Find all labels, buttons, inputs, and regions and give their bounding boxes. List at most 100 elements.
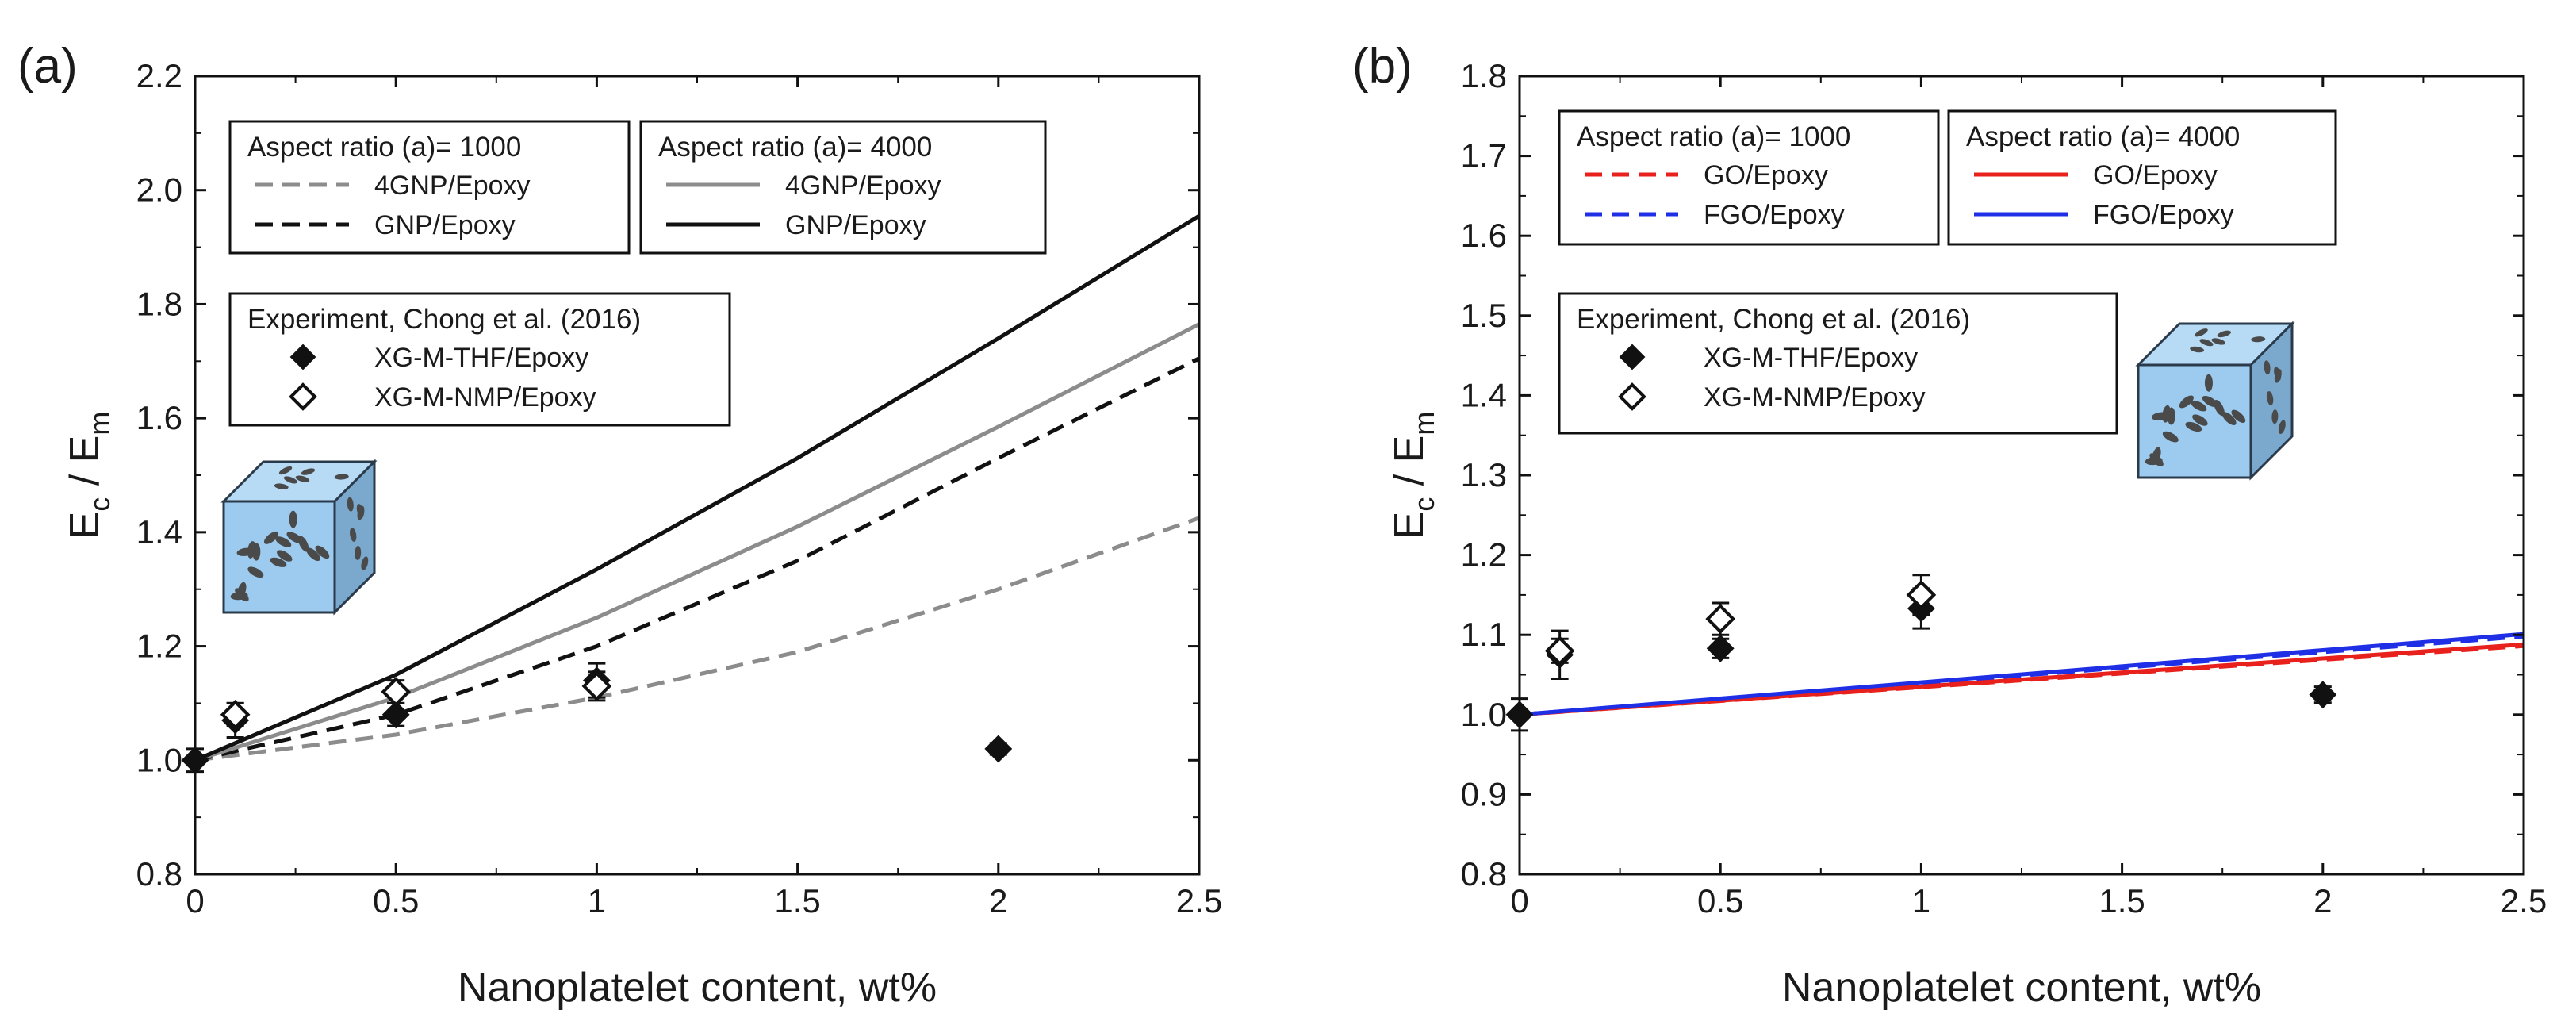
panel-b-ylabel-sub-m: m [1408, 412, 1440, 436]
panel-b-platelet [2199, 339, 2214, 347]
panel-a-legend-0: Aspect ratio (a)= 1000 4GNP/Epoxy GNP/Epox… [228, 120, 631, 255]
panel-a-series-line-0 [195, 516, 1199, 762]
panel-b-platelet [2191, 400, 2207, 412]
panel-a-platelet [283, 476, 297, 484]
panel-b-xtick-label: 1 [1912, 882, 1930, 919]
panel-b-legend-1: Aspect ratio (a)= 4000 GO/Epoxy FGO/Epoxy [1947, 109, 2337, 246]
panel-a-platelet [247, 566, 264, 578]
panel-a-platelet [306, 547, 320, 562]
panel-a-platelet [263, 531, 279, 544]
panel-a-legend-title: Aspect ratio (a)= 1000 [247, 132, 521, 163]
panel-a-platelet [297, 536, 309, 552]
panel-b-legend-2: Experiment, Chong et al. (2016) XG-M-THF/… [1558, 292, 2118, 435]
panel-b-platelet [2264, 360, 2271, 375]
panel-a-legend-entry: GNP/Epoxy [785, 210, 926, 240]
panel-a-ylabel-sub-c: c [83, 497, 116, 512]
panel-a-ytick-label: 1.2 [136, 628, 182, 665]
panel-a-legend-marker [289, 382, 317, 411]
panel-b-platelet [2211, 338, 2225, 345]
panel-b-label: (b) [1352, 39, 1413, 94]
panel-b-series-line-3 [1520, 632, 2524, 717]
panel-b-legend-box [1558, 292, 2118, 435]
panel-b-legend-title: Aspect ratio (a)= 1000 [1577, 121, 1850, 152]
panel-a-legend-entry: GNP/Epoxy [374, 210, 516, 240]
panel-a-xtick-label: 2.5 [1176, 882, 1222, 919]
panel-a-platelet [334, 474, 349, 480]
panel-a-series-line-3 [195, 213, 1199, 762]
panel-a-xtick-label: 1 [588, 882, 606, 919]
panel-b-platelet [2271, 409, 2279, 424]
panel-a-legend-entry: 4GNP/Epoxy [785, 171, 941, 201]
panel-a-ylabel-sep: / E [62, 436, 108, 497]
panel-b-cube-illustration [2135, 321, 2295, 481]
panel-a-platelet [355, 546, 362, 561]
panel-b-platelet [2214, 400, 2225, 417]
panel-a-platelet [235, 588, 249, 602]
panel-b-legend-box [1947, 109, 2337, 246]
panel-b-platelet [2195, 328, 2208, 337]
panel-b-series-group [1520, 632, 2524, 717]
panel-b-point-thf [1706, 634, 1735, 662]
panel-b-point-nmp [1705, 604, 1736, 634]
panel-a-platelet [275, 536, 292, 547]
panel-a-platelet [347, 497, 354, 512]
panel-a-legend-box [228, 120, 631, 255]
panel-b-ytick-label: 1.8 [1461, 57, 1507, 94]
panel-b-point-nmp [1544, 635, 1575, 666]
panel-a-legend-box [639, 120, 1047, 255]
panel-b-ylabel-e: E [1386, 512, 1432, 539]
panel-b-ytick-label: 0.9 [1461, 775, 1507, 812]
panel-b-platelet [2204, 374, 2213, 392]
panel-a-legend-title: Aspect ratio (a)= 4000 [658, 132, 932, 163]
panel-b-group: (b) 0 0.5 1 1.5 2 2.5 0.8 0.9 1.0 1.1 1.2 1.3 1.4 1.5 1… [1352, 39, 2547, 1011]
panel-a-legend-entry: XG-M-NMP/Epoxy [374, 382, 596, 413]
panel-a-cube-illustration [220, 459, 378, 616]
panel-b-ytick-label: 1.2 [1461, 536, 1507, 574]
panel-b-ytick-label: 1.6 [1461, 217, 1507, 254]
panel-a-xtick-label: 0.5 [373, 882, 419, 919]
panel-b-legend-entry: FGO/Epoxy [2093, 200, 2234, 230]
panel-a-platelet [277, 550, 293, 562]
panel-a-ytick-label: 1.4 [136, 513, 182, 551]
panel-a-platelet [247, 541, 256, 559]
panel-a-point-nmp [581, 671, 612, 701]
panel-b-xtick-label: 2 [2313, 882, 2332, 919]
panel-b-ytick-label: 1.4 [1461, 376, 1507, 413]
panel-a-yaxis-title: Ec / Em [62, 412, 116, 539]
panel-a-platelet [274, 483, 289, 489]
panel-a-xaxis-title: Nanoplatelet content, wt% [458, 965, 937, 1011]
panel-b-legend-marker [1619, 344, 1646, 370]
panel-a-platelet [315, 545, 330, 559]
panel-b-platelet [2251, 336, 2266, 343]
panel-b-platelet [2185, 421, 2202, 432]
panel-a-platelet [349, 528, 357, 542]
panel-a-platelet [301, 468, 316, 475]
panel-a-platelet [289, 510, 297, 528]
panel-b-xtick-label: 0 [1510, 882, 1528, 919]
panel-b-legend-0: Aspect ratio (a)= 1000 GO/Epoxy FGO/Epoxy [1558, 109, 1940, 246]
panel-b-legend-marker [1618, 382, 1646, 411]
panel-b-ylabel-sep: / E [1386, 436, 1432, 497]
panel-a-legend-entry: 4GNP/Epoxy [374, 171, 531, 201]
panel-a-point-nmp [220, 699, 251, 730]
panel-b-yaxis-title: Ec / Em [1386, 412, 1440, 539]
panel-b-platelet [2274, 369, 2282, 383]
panel-b-platelet [2217, 330, 2231, 338]
panel-a-platelet [278, 466, 293, 475]
panel-b-platelet [2222, 412, 2237, 425]
panel-b-ytick-label: 0.8 [1461, 855, 1507, 893]
panel-b-ytick-label: 1.3 [1461, 456, 1507, 493]
panel-b-platelet [2179, 395, 2194, 409]
panel-b-platelet [2231, 409, 2246, 424]
panel-b-legend-box [1558, 109, 1940, 246]
panel-a-xtick-label: 2 [989, 882, 1007, 919]
panel-b-ylabel-sub-c: c [1408, 497, 1440, 512]
panel-a-legend-2: Experiment, Chong et al. (2016) XG-M-THF/… [228, 292, 731, 427]
panel-b-platelet [2266, 391, 2274, 405]
panel-b-point-thf [2309, 681, 2337, 709]
panel-b-legend-entry: GO/Epoxy [1704, 160, 1828, 190]
panel-b-ytick-label: 1.0 [1461, 696, 1507, 733]
panel-a-series-group [195, 213, 1199, 762]
panel-b-platelet [2190, 346, 2205, 353]
